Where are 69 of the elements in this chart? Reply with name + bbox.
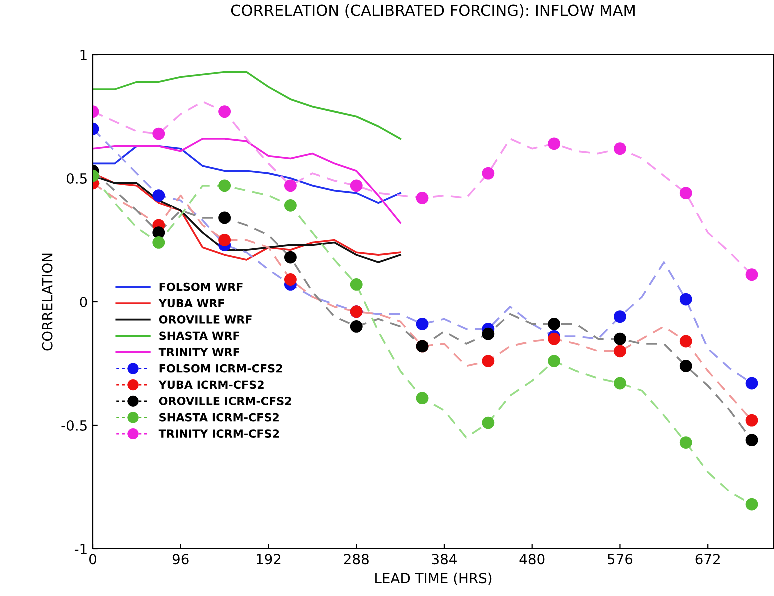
legend-label: SHASTA WRF (160, 332, 240, 340)
legend-label: YUBA WRF (158, 299, 224, 308)
point (746, 414, 758, 427)
point (482, 167, 495, 180)
point (614, 377, 626, 390)
point (548, 332, 561, 346)
x-tick-label: 96 (172, 554, 189, 565)
x-tick-label: 576 (608, 554, 633, 565)
y-tick-label: -1 (74, 544, 87, 554)
point (284, 251, 297, 264)
y-tick-label: 0 (80, 296, 88, 308)
point (614, 142, 626, 156)
x-tick-label: 288 (344, 554, 369, 565)
point (746, 268, 758, 282)
point (680, 360, 692, 372)
x-tick-label: 192 (257, 554, 281, 565)
point (614, 332, 626, 346)
point (614, 345, 626, 358)
point (152, 190, 166, 202)
legend-label: SHASTA ICRM-CFS2 (160, 413, 279, 422)
legend-label: OROVILLE ICRM-CFS2 (159, 397, 292, 406)
x-tick-label: 384 (432, 554, 457, 565)
point (416, 392, 429, 405)
point (350, 278, 363, 291)
point (218, 106, 232, 118)
point (746, 377, 758, 390)
point (548, 318, 561, 330)
y-tick-label: -0.5 (62, 420, 87, 431)
point (350, 180, 363, 192)
point (680, 293, 692, 306)
point (152, 128, 166, 140)
chart-title: CORRELATION (CALIBRATED FORCING): INFLOW MAM (231, 4, 635, 18)
x-axis-title: LEAD TIME (HRS) (376, 572, 492, 586)
point (284, 199, 297, 212)
point (614, 310, 626, 324)
point (416, 192, 429, 204)
point (350, 320, 363, 333)
point (416, 318, 429, 330)
point (152, 236, 166, 249)
line-series (93, 138, 402, 224)
point (548, 355, 561, 368)
point (482, 355, 495, 368)
y-axis-title: CORRELATION (42, 254, 53, 351)
line-series (93, 71, 402, 140)
point (680, 187, 692, 200)
y-tick-label: 0.5 (66, 173, 87, 184)
x-tick-label: 480 (520, 554, 545, 565)
legend-label: TRINITY ICRM-CFS2 (158, 430, 280, 438)
point (218, 180, 232, 192)
point (680, 335, 692, 348)
point (680, 436, 692, 449)
point (548, 138, 561, 150)
legend-label: OROVILLE WRF (159, 315, 252, 324)
point (218, 234, 232, 246)
line-series (93, 145, 402, 204)
x-tick-label: 0 (89, 554, 96, 565)
point (746, 434, 758, 447)
point (482, 416, 495, 430)
point (284, 180, 297, 192)
point (284, 274, 297, 286)
legend-label: TRINITY WRF (158, 348, 240, 356)
legend-label: FOLSOM WRF (160, 282, 243, 292)
x-tick-label: 672 (696, 554, 720, 565)
y-tick-label: 1 (80, 50, 87, 60)
legend-label: YUBA ICRM-CFS2 (158, 380, 264, 390)
point (746, 498, 758, 511)
legend-label: FOLSOM ICRM-CFS2 (160, 364, 282, 373)
point (218, 212, 232, 224)
point (482, 328, 495, 340)
